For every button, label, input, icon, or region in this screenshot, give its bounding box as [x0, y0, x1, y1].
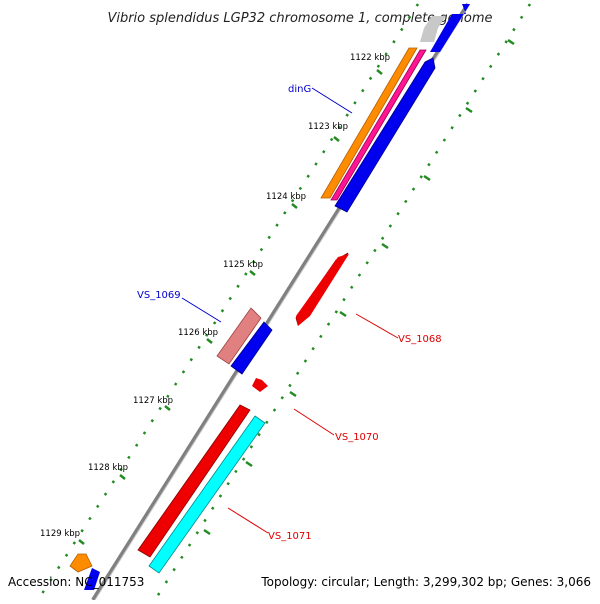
- gene-label-vs1070: VS_1070: [335, 432, 379, 443]
- outer-tick-ring: [36, 3, 420, 601]
- gene-vs1070: [252, 378, 268, 392]
- gene-label-vs1068: VS_1068: [398, 334, 442, 345]
- label-leader: [355, 313, 399, 339]
- ruler-label: 1122 kbp: [350, 53, 390, 63]
- map-title: Vibrio splendidus LGP32 chromosome 1, co…: [107, 11, 492, 26]
- gene-orange: [320, 47, 418, 199]
- gene-vs1069-blue: [230, 321, 273, 375]
- gene-label-vs1069: VS_1069: [137, 290, 181, 301]
- ruler-label: 1124 kbp: [266, 192, 306, 202]
- ruler-label: 1129 kbp: [40, 529, 80, 539]
- gene-magenta: [330, 49, 427, 201]
- gene-vs1071-red: [137, 404, 251, 558]
- major-ticks: [203, 38, 515, 536]
- topology-text: Topology: circular; Length: 3,299,302 bp…: [260, 575, 591, 589]
- gene-vs1068-body: [296, 254, 349, 326]
- ruler-label: 1128 kbp: [88, 463, 128, 473]
- gene-label-dinG: dinG: [288, 84, 311, 95]
- inner-tick-ring: [153, 3, 532, 601]
- label-leader: [311, 87, 353, 114]
- ruler-label: 1127 kbp: [133, 396, 173, 406]
- ruler-label: 1123 kbp: [308, 122, 348, 132]
- gene-blue-bottom: [84, 568, 100, 590]
- ruler-label: 1125 kbp: [223, 260, 263, 270]
- gene-feature-grey: [420, 16, 446, 42]
- gene-blue-dinG: [334, 57, 436, 213]
- label-leader: [293, 408, 335, 436]
- ruler-labels: 1122 kbp 1123 kbp 1124 kbp 1125 kbp 1126…: [40, 53, 390, 539]
- gene-vs1069-pink: [216, 307, 262, 365]
- gene-label-vs1071: VS_1071: [268, 531, 312, 542]
- gene-orange-bottom: [69, 553, 93, 573]
- label-leader: [227, 507, 269, 534]
- ruler-label: 1126 kbp: [178, 328, 218, 338]
- label-leader: [181, 297, 222, 323]
- accession-text: Accession: NC_011753: [8, 575, 144, 589]
- gene-vs1071-cyan: [148, 415, 266, 574]
- gene-feature-blue: [430, 4, 470, 52]
- outer-major-ticks: [78, 69, 383, 545]
